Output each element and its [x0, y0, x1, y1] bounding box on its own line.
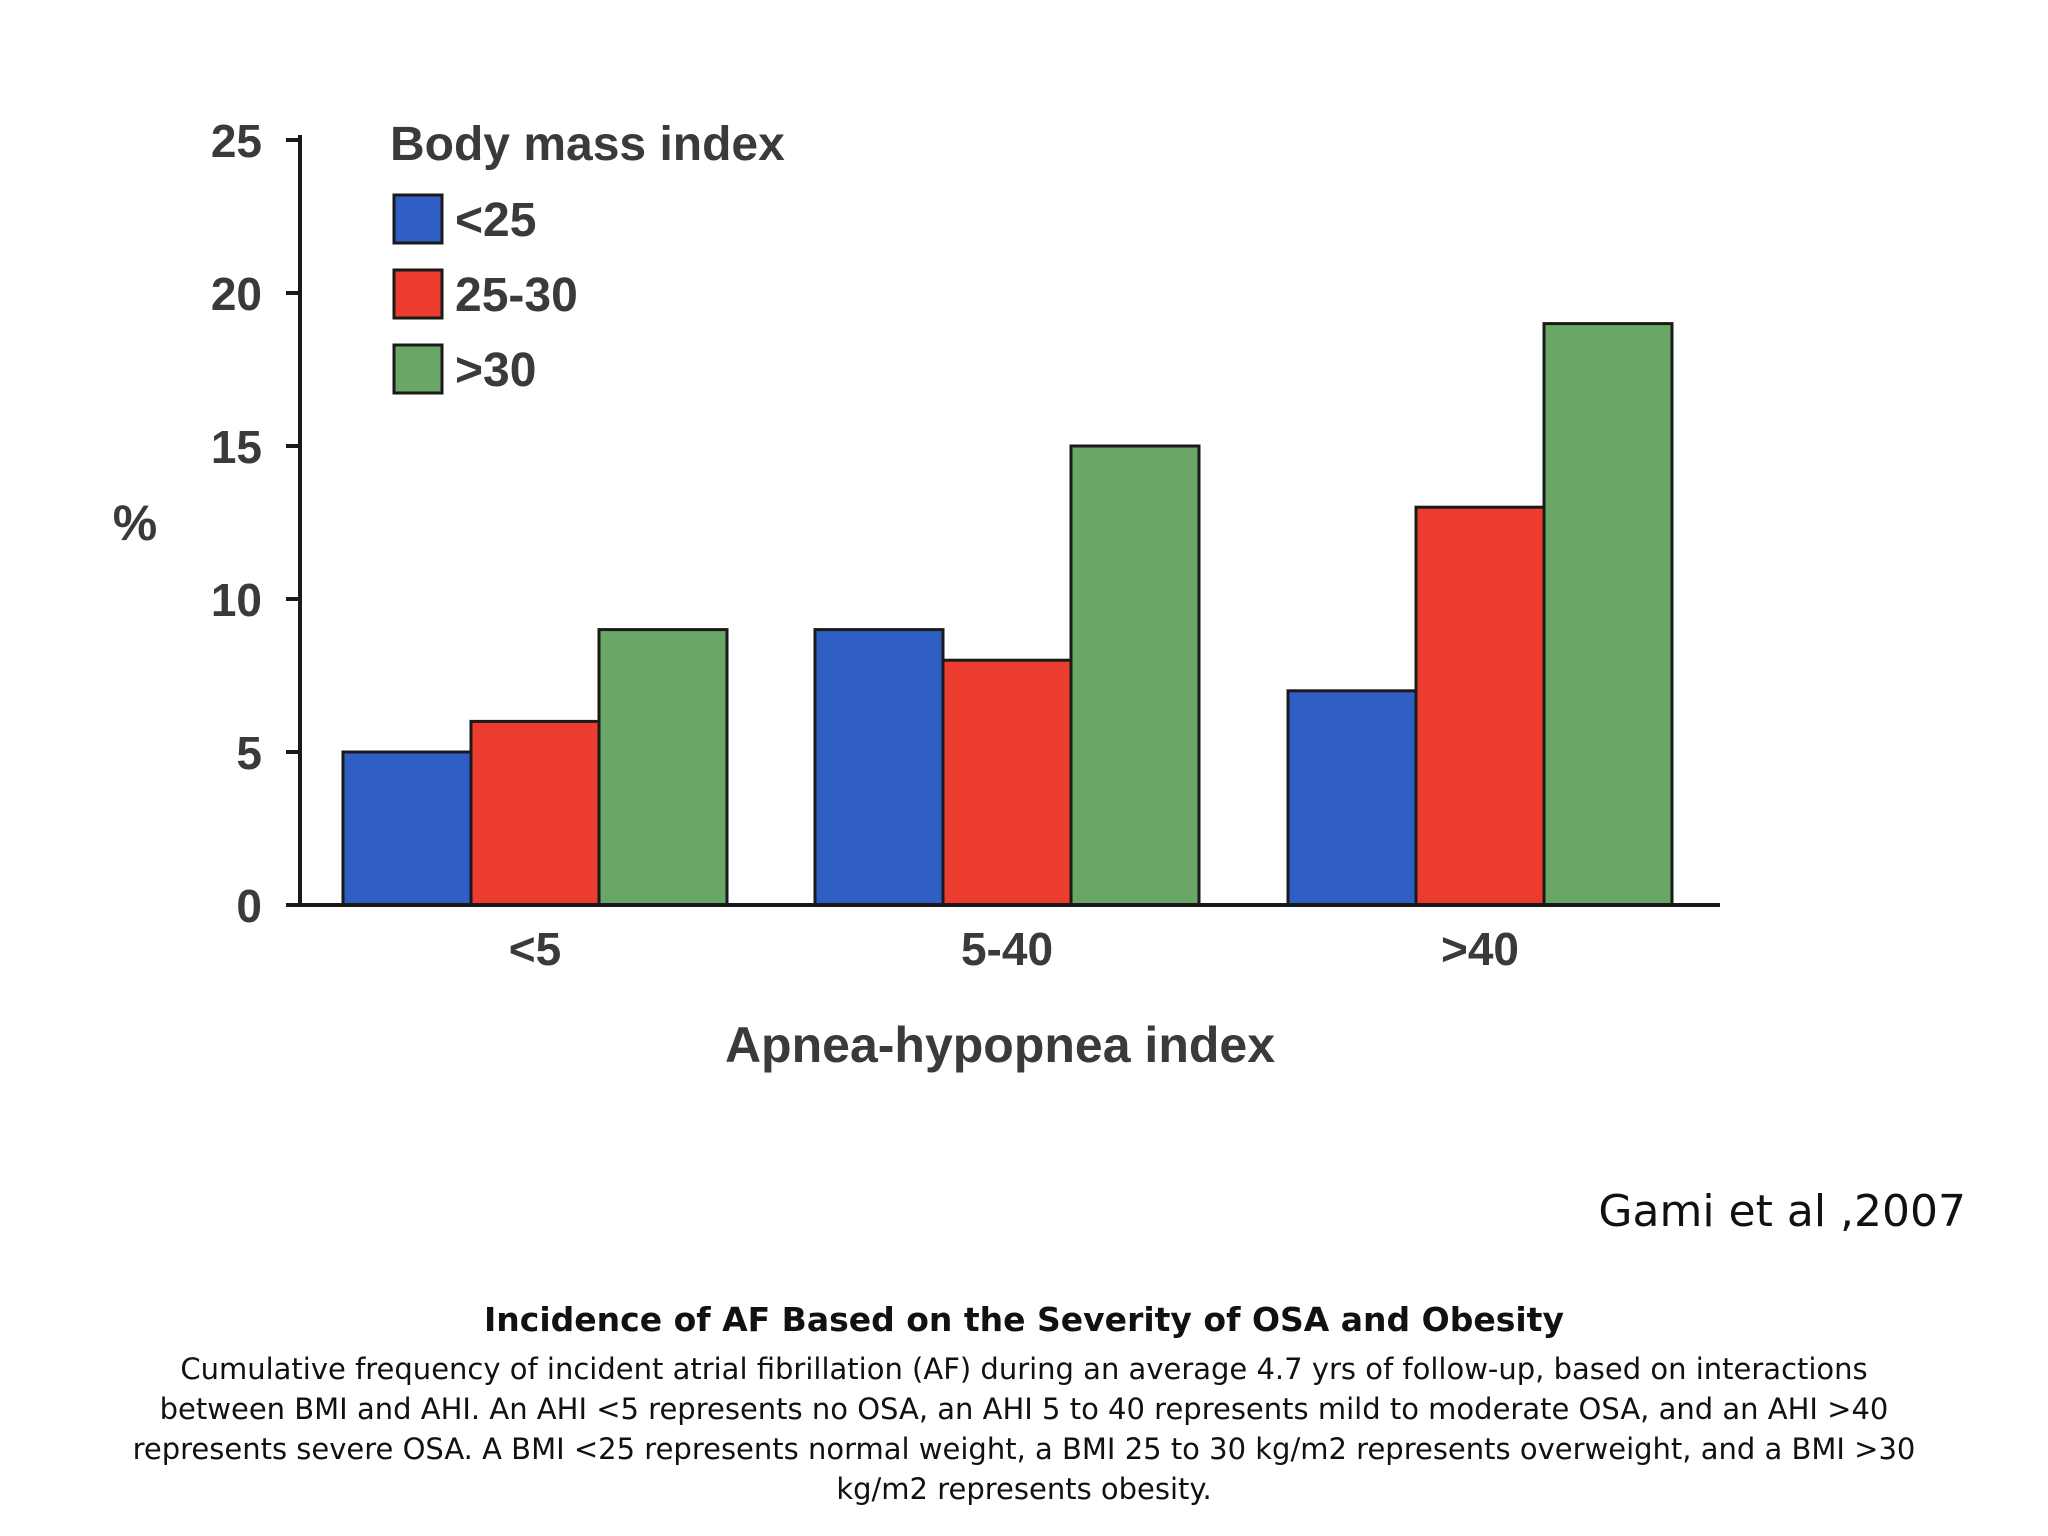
caption-title: Incidence of AF Based on the Severity of… — [484, 1300, 1564, 1339]
y-tick-label: 5 — [236, 727, 262, 779]
legend: Body mass index <25 25-30 >30 — [390, 118, 785, 397]
y-tick-label: 25 — [211, 115, 262, 167]
legend-swatch — [392, 268, 444, 320]
x-category-label: 5-40 — [961, 923, 1053, 975]
x-categories-group: <5 5-40 >40 — [509, 923, 1519, 975]
caption-body: Cumulative frequency of incident atrial … — [132, 1352, 1916, 1506]
y-axis-label: % — [113, 495, 157, 551]
bar-1-1 — [941, 658, 1073, 907]
bar-2-1 — [1414, 505, 1546, 907]
x-category-label: >40 — [1441, 923, 1519, 975]
citation: Gami et al ,2007 — [1598, 1186, 1966, 1237]
y-tick-label: 15 — [211, 421, 262, 473]
axes-group — [298, 135, 1720, 907]
bar-chart: 0 5 10 15 20 25 <5 5-40 >40 Body mass index <25 2… — [113, 115, 1720, 1073]
bar-0-1 — [469, 719, 601, 907]
bar-1-2 — [1069, 444, 1201, 907]
y-tick-label: 20 — [211, 268, 262, 320]
x-axis-label: Apnea-hypopnea index — [725, 1017, 1275, 1073]
bar-1-0 — [813, 628, 945, 907]
bar-0-2 — [597, 628, 729, 907]
legend-title: Body mass index — [390, 118, 785, 171]
y-ticks-group: 0 5 10 15 20 25 — [211, 115, 300, 932]
x-category-label: <5 — [509, 923, 561, 975]
legend-label: <25 — [455, 194, 536, 247]
legend-label: >30 — [455, 344, 536, 397]
legend-swatch — [392, 193, 444, 245]
legend-swatch — [392, 343, 444, 395]
legend-label: 25-30 — [455, 269, 578, 322]
bars-group — [341, 322, 1674, 907]
bar-2-0 — [1286, 689, 1418, 907]
caption: Incidence of AF Based on the Severity of… — [0, 1300, 2048, 1509]
bar-0-0 — [341, 750, 473, 907]
y-tick-label: 0 — [236, 880, 262, 932]
bar-2-2 — [1542, 322, 1674, 907]
y-tick-label: 10 — [211, 574, 262, 626]
